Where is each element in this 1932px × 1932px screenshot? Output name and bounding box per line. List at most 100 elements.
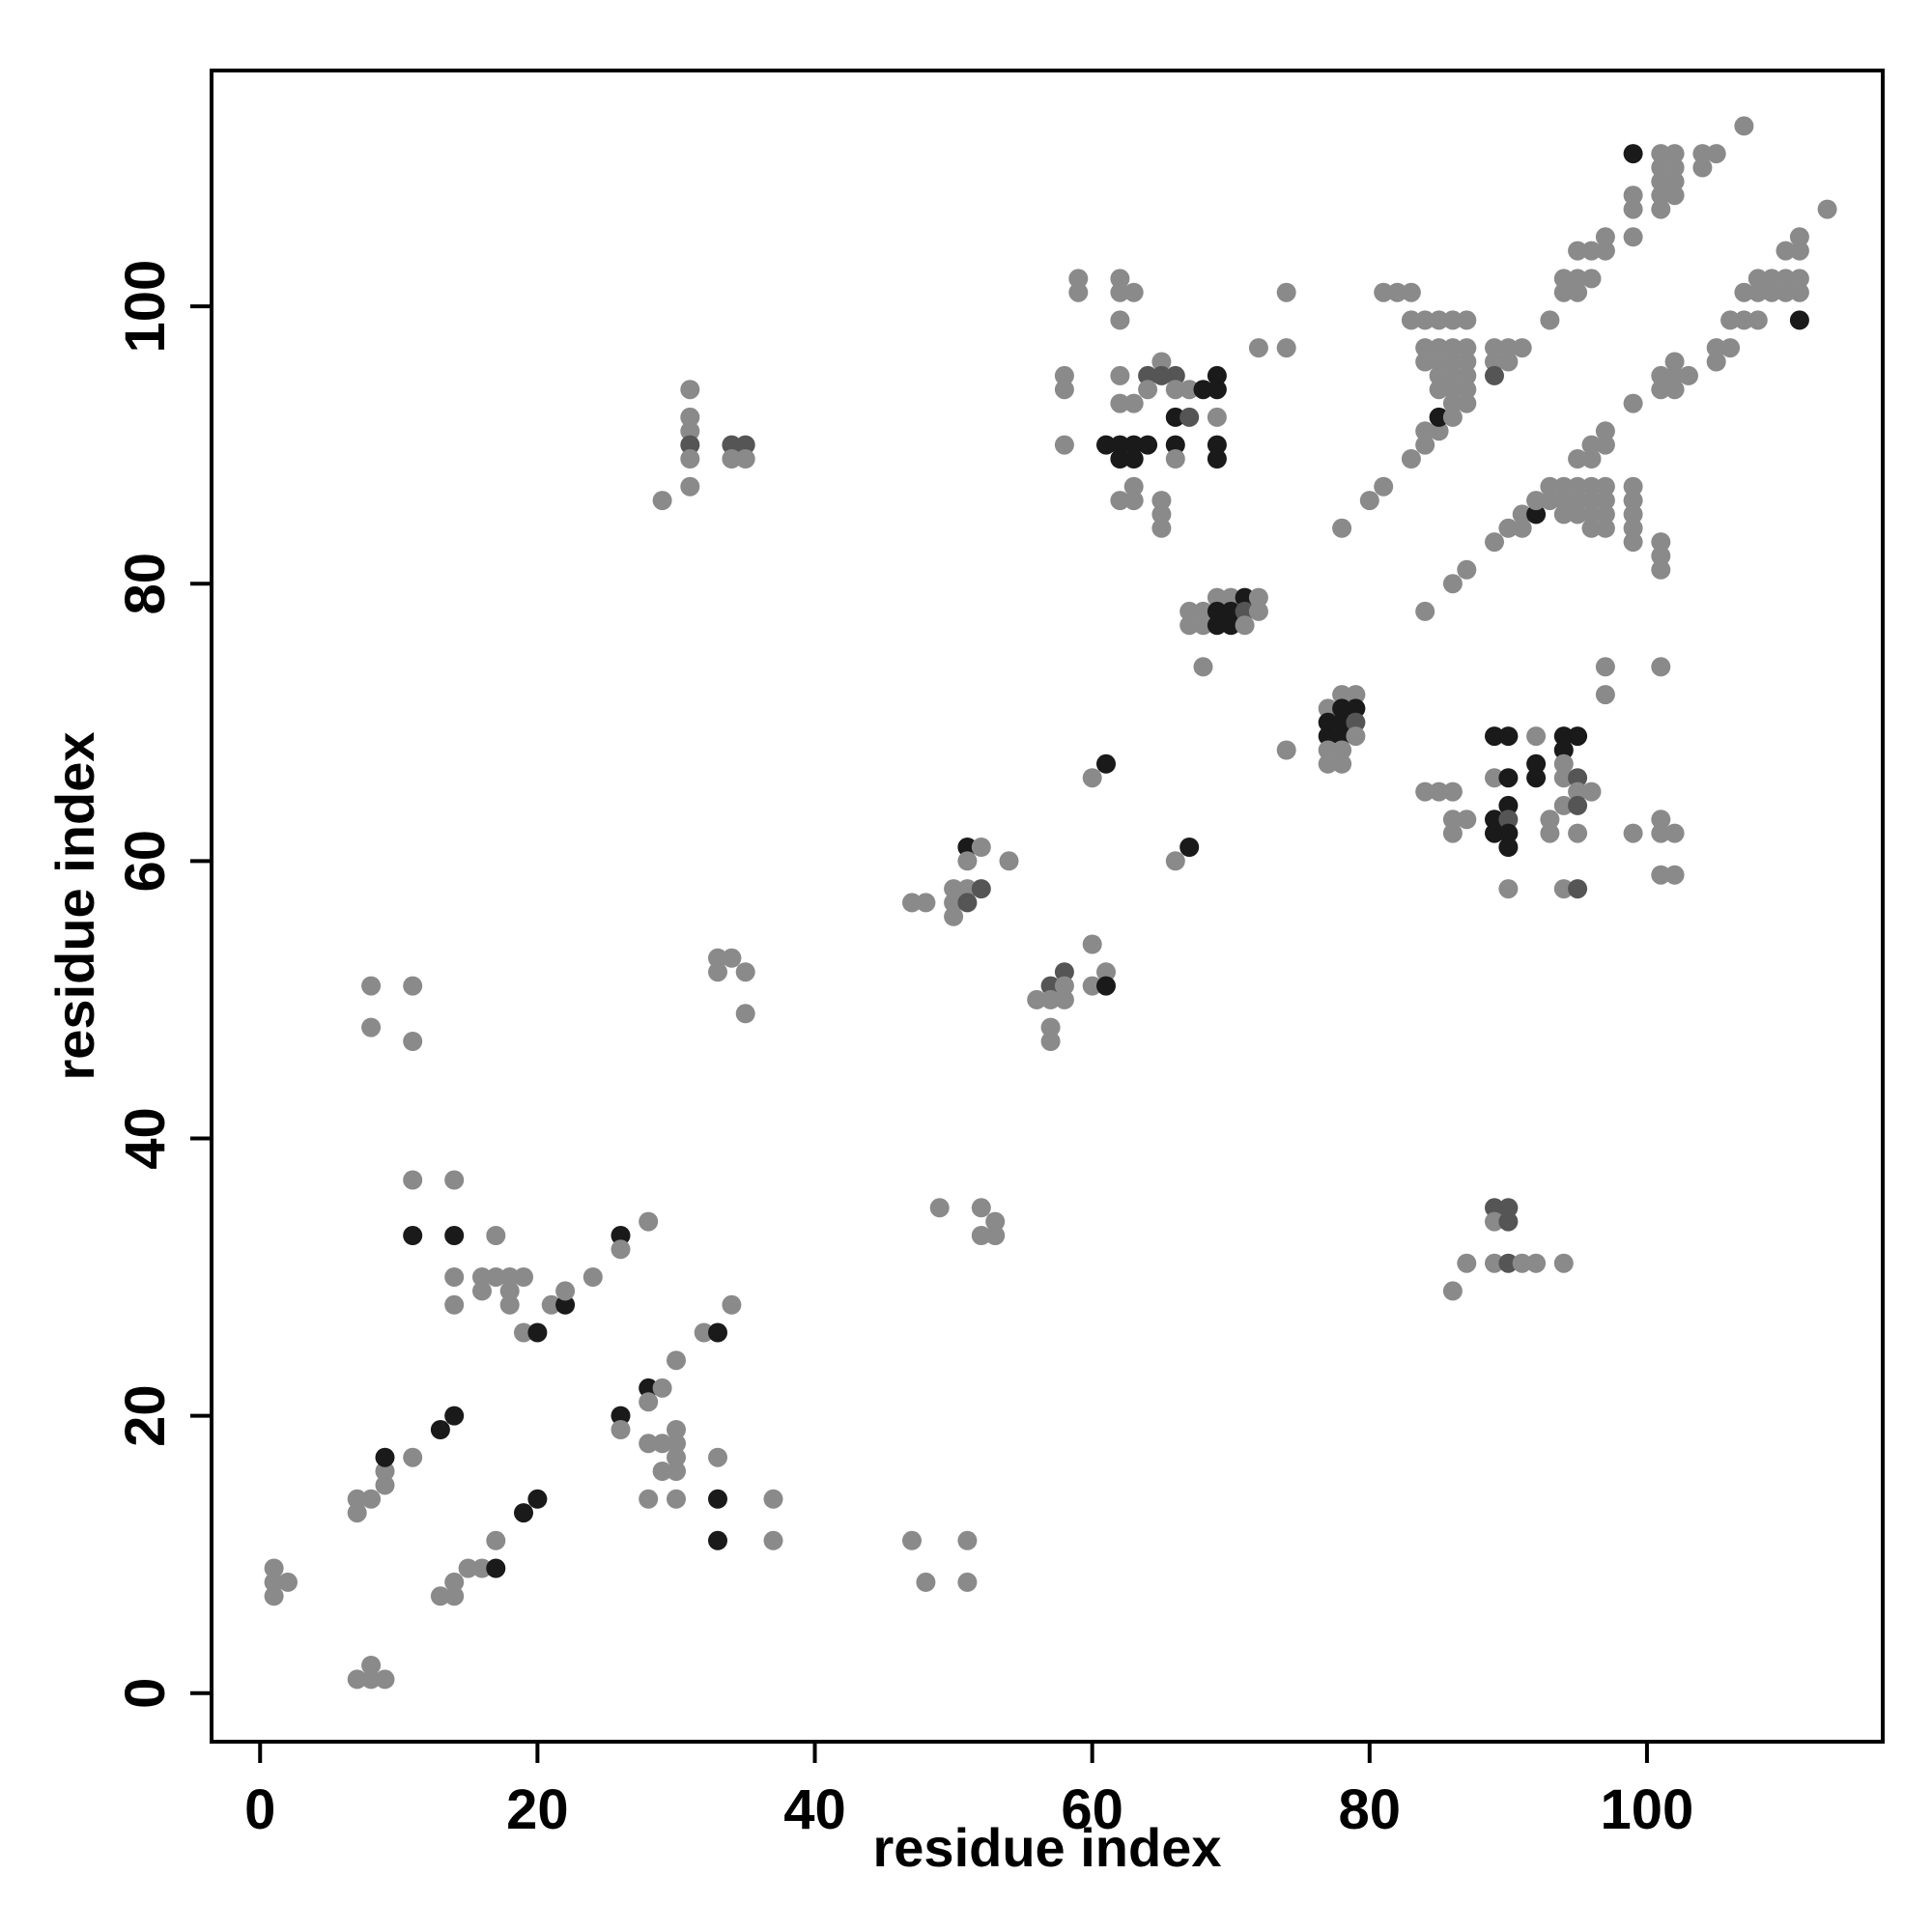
contact-point: [611, 1406, 631, 1426]
contact-point: [652, 1378, 672, 1398]
contact-point: [499, 1281, 520, 1301]
contact-point: [264, 1558, 284, 1578]
contact-point: [985, 1211, 1006, 1232]
contact-point: [527, 1322, 548, 1343]
contact-point: [1429, 352, 1449, 372]
contact-point: [1485, 338, 1504, 358]
contact-point: [1332, 726, 1352, 747]
contact-point: [1054, 435, 1074, 455]
contact-point: [667, 1489, 686, 1509]
contact-point: [735, 449, 755, 469]
contact-point: [1568, 768, 1588, 788]
contact-point: [499, 1294, 520, 1315]
contact-point: [1138, 435, 1158, 455]
contact-point: [1235, 601, 1255, 621]
contact-point: [1664, 171, 1685, 191]
contact-point: [971, 879, 991, 899]
contact-point: [347, 1503, 367, 1523]
contact-point: [1651, 823, 1671, 843]
contact-point: [1457, 393, 1477, 413]
contact-point: [1623, 823, 1643, 843]
contact-point: [486, 1530, 506, 1550]
contact-point: [1165, 851, 1185, 871]
contact-point: [1498, 768, 1519, 788]
contact-point: [1789, 241, 1809, 261]
contact-point: [1374, 282, 1394, 302]
contact-point: [1498, 1253, 1519, 1273]
contact-point: [1442, 338, 1463, 358]
contact-point: [1040, 1017, 1061, 1037]
contact-point: [1734, 310, 1754, 330]
contact-point: [1553, 768, 1574, 788]
contact-point: [957, 851, 978, 871]
contact-point: [1581, 476, 1602, 497]
contact-point: [1110, 282, 1130, 302]
y-tick-label: 20: [114, 1384, 177, 1447]
contact-point: [361, 1017, 382, 1037]
contact-point: [1318, 726, 1338, 747]
contact-point: [1747, 269, 1768, 289]
contact-point: [1096, 435, 1116, 455]
contact-point: [916, 893, 936, 913]
contact-point: [1651, 199, 1671, 219]
contact-point: [1595, 518, 1615, 538]
contact-point: [1248, 601, 1268, 621]
contact-point: [1498, 810, 1519, 830]
contact-point: [1498, 518, 1519, 538]
contact-point: [1221, 601, 1241, 621]
contact-point: [1568, 781, 1588, 802]
contact-point: [1720, 338, 1741, 358]
contact-point: [1581, 449, 1602, 469]
contact-point: [1623, 185, 1643, 206]
contact-point: [375, 1447, 395, 1467]
contact-point: [1207, 449, 1227, 469]
contact-point: [1734, 282, 1754, 302]
contact-point: [375, 1475, 395, 1495]
contact-point: [652, 1434, 672, 1454]
contact-point: [1747, 310, 1768, 330]
contact-point: [1568, 879, 1588, 899]
contact-point: [1485, 1211, 1504, 1232]
contact-point: [1720, 310, 1741, 330]
contact-point: [1221, 587, 1241, 608]
contact-point: [957, 1530, 978, 1550]
contact-point: [639, 1392, 659, 1412]
contact-point: [1054, 365, 1074, 385]
contact-point: [1553, 491, 1574, 511]
contact-point: [1442, 365, 1463, 385]
contact-point: [680, 407, 700, 427]
contact-point: [1040, 1032, 1061, 1051]
contact-point: [1512, 1253, 1532, 1273]
contact-point: [1498, 352, 1519, 372]
contact-point: [1110, 269, 1130, 289]
contact-point: [1595, 504, 1615, 525]
contact-point: [1498, 338, 1519, 358]
x-tick-label: 0: [244, 1778, 275, 1841]
contact-point: [1581, 781, 1602, 802]
contact-point: [708, 948, 727, 968]
contact-point: [680, 476, 700, 497]
contact-point: [1442, 810, 1463, 830]
contact-point: [1193, 380, 1213, 400]
contact-point: [944, 879, 964, 899]
contact-point: [1512, 504, 1532, 525]
contact-point: [486, 1558, 506, 1578]
contact-point: [1581, 518, 1602, 538]
contact-point: [1651, 185, 1671, 206]
contact-point: [1568, 491, 1588, 511]
contact-point: [1318, 740, 1338, 760]
contact-point: [1526, 726, 1547, 747]
contact-point: [708, 1322, 727, 1343]
contact-point: [1553, 879, 1574, 899]
contact-point: [1123, 476, 1144, 497]
contact-point: [1429, 407, 1449, 427]
contact-point: [430, 1420, 450, 1439]
contact-point: [403, 1226, 423, 1245]
contact-point: [944, 893, 964, 913]
contact-point: [735, 1004, 755, 1024]
contact-point: [680, 435, 700, 455]
contact-point: [1664, 144, 1685, 164]
contact-point: [611, 1420, 631, 1439]
contact-point: [1374, 476, 1394, 497]
contact-point: [1207, 407, 1227, 427]
